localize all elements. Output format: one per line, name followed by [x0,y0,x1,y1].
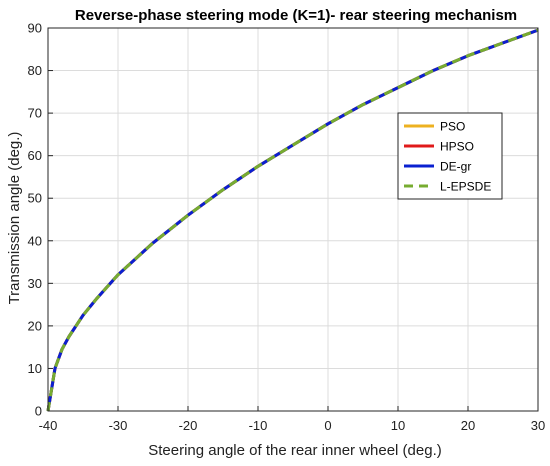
y-tick-label: 70 [28,106,42,121]
y-tick-label: 40 [28,233,42,248]
y-ticks: 0 10 20 30 40 50 60 70 80 90 [28,21,53,419]
x-axis-label: Steering angle of the rear inner wheel (… [148,442,442,459]
legend: PSO HPSO DE-gr L-EPSDE [397,112,503,200]
x-tick-label: -10 [249,418,268,433]
chart-title: Reverse-phase steering mode (K=1)- rear … [75,7,517,24]
series-layer [46,28,539,412]
legend-label: L-EPSDE [440,180,491,194]
x-tick-label: -20 [179,418,198,433]
y-tick-label: 10 [28,361,42,376]
legend-label: HPSO [440,140,474,154]
y-tick-label: 50 [28,191,42,206]
series-line-de-gr [46,28,539,412]
y-tick-label: 30 [28,276,42,291]
y-tick-label: 90 [28,21,42,36]
y-tick-label: 60 [28,148,42,163]
y-axis-label: Transmission angle (deg.) [6,132,23,305]
grid [47,27,539,412]
x-tick-label: -40 [39,418,58,433]
x-tick-label: 10 [391,418,405,433]
legend-label: PSO [440,120,465,134]
x-ticks: -40 -30 -20 -10 0 10 20 30 [39,406,545,433]
legend-label: DE-gr [440,160,471,174]
x-tick-label: 0 [324,418,331,433]
series-line-hpso [46,28,539,412]
x-tick-label: 30 [531,418,545,433]
x-tick-label: 20 [461,418,475,433]
y-tick-label: 0 [35,404,42,419]
y-tick-label: 80 [28,63,42,78]
series-line-l-epsde [46,28,539,412]
y-tick-label: 20 [28,318,42,333]
x-tick-label: -30 [109,418,128,433]
series-line-pso [46,28,539,412]
plot-frame [47,27,539,412]
